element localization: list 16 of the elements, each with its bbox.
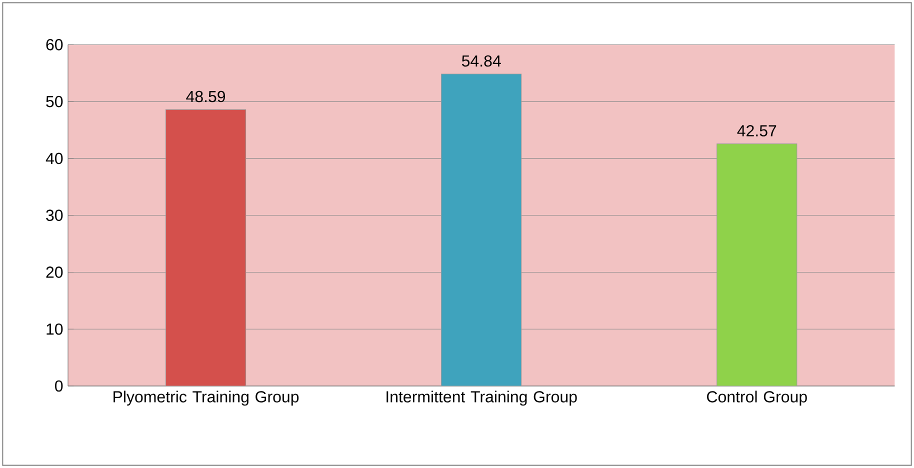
y-tick-label: 10 [46, 323, 63, 335]
bar [716, 144, 798, 386]
data-label: 48.59 [186, 90, 226, 102]
x-tick-label: Intermittent Training Group [386, 390, 577, 406]
y-tick-label: 20 [46, 266, 63, 278]
y-tick-label: 30 [46, 210, 63, 221]
x-tick-label: Control Group [707, 390, 807, 406]
bar [441, 74, 522, 386]
bar [166, 109, 246, 386]
y-tick-label: 40 [46, 152, 63, 164]
x-tick-label: Plyometric Training Group [114, 390, 299, 406]
y-tick-label: 0 [55, 380, 63, 392]
y-tick-label: 50 [46, 96, 63, 108]
data-label: 42.57 [737, 125, 776, 136]
y-tick-label: 60 [46, 39, 63, 50]
data-label: 54.84 [462, 55, 501, 67]
